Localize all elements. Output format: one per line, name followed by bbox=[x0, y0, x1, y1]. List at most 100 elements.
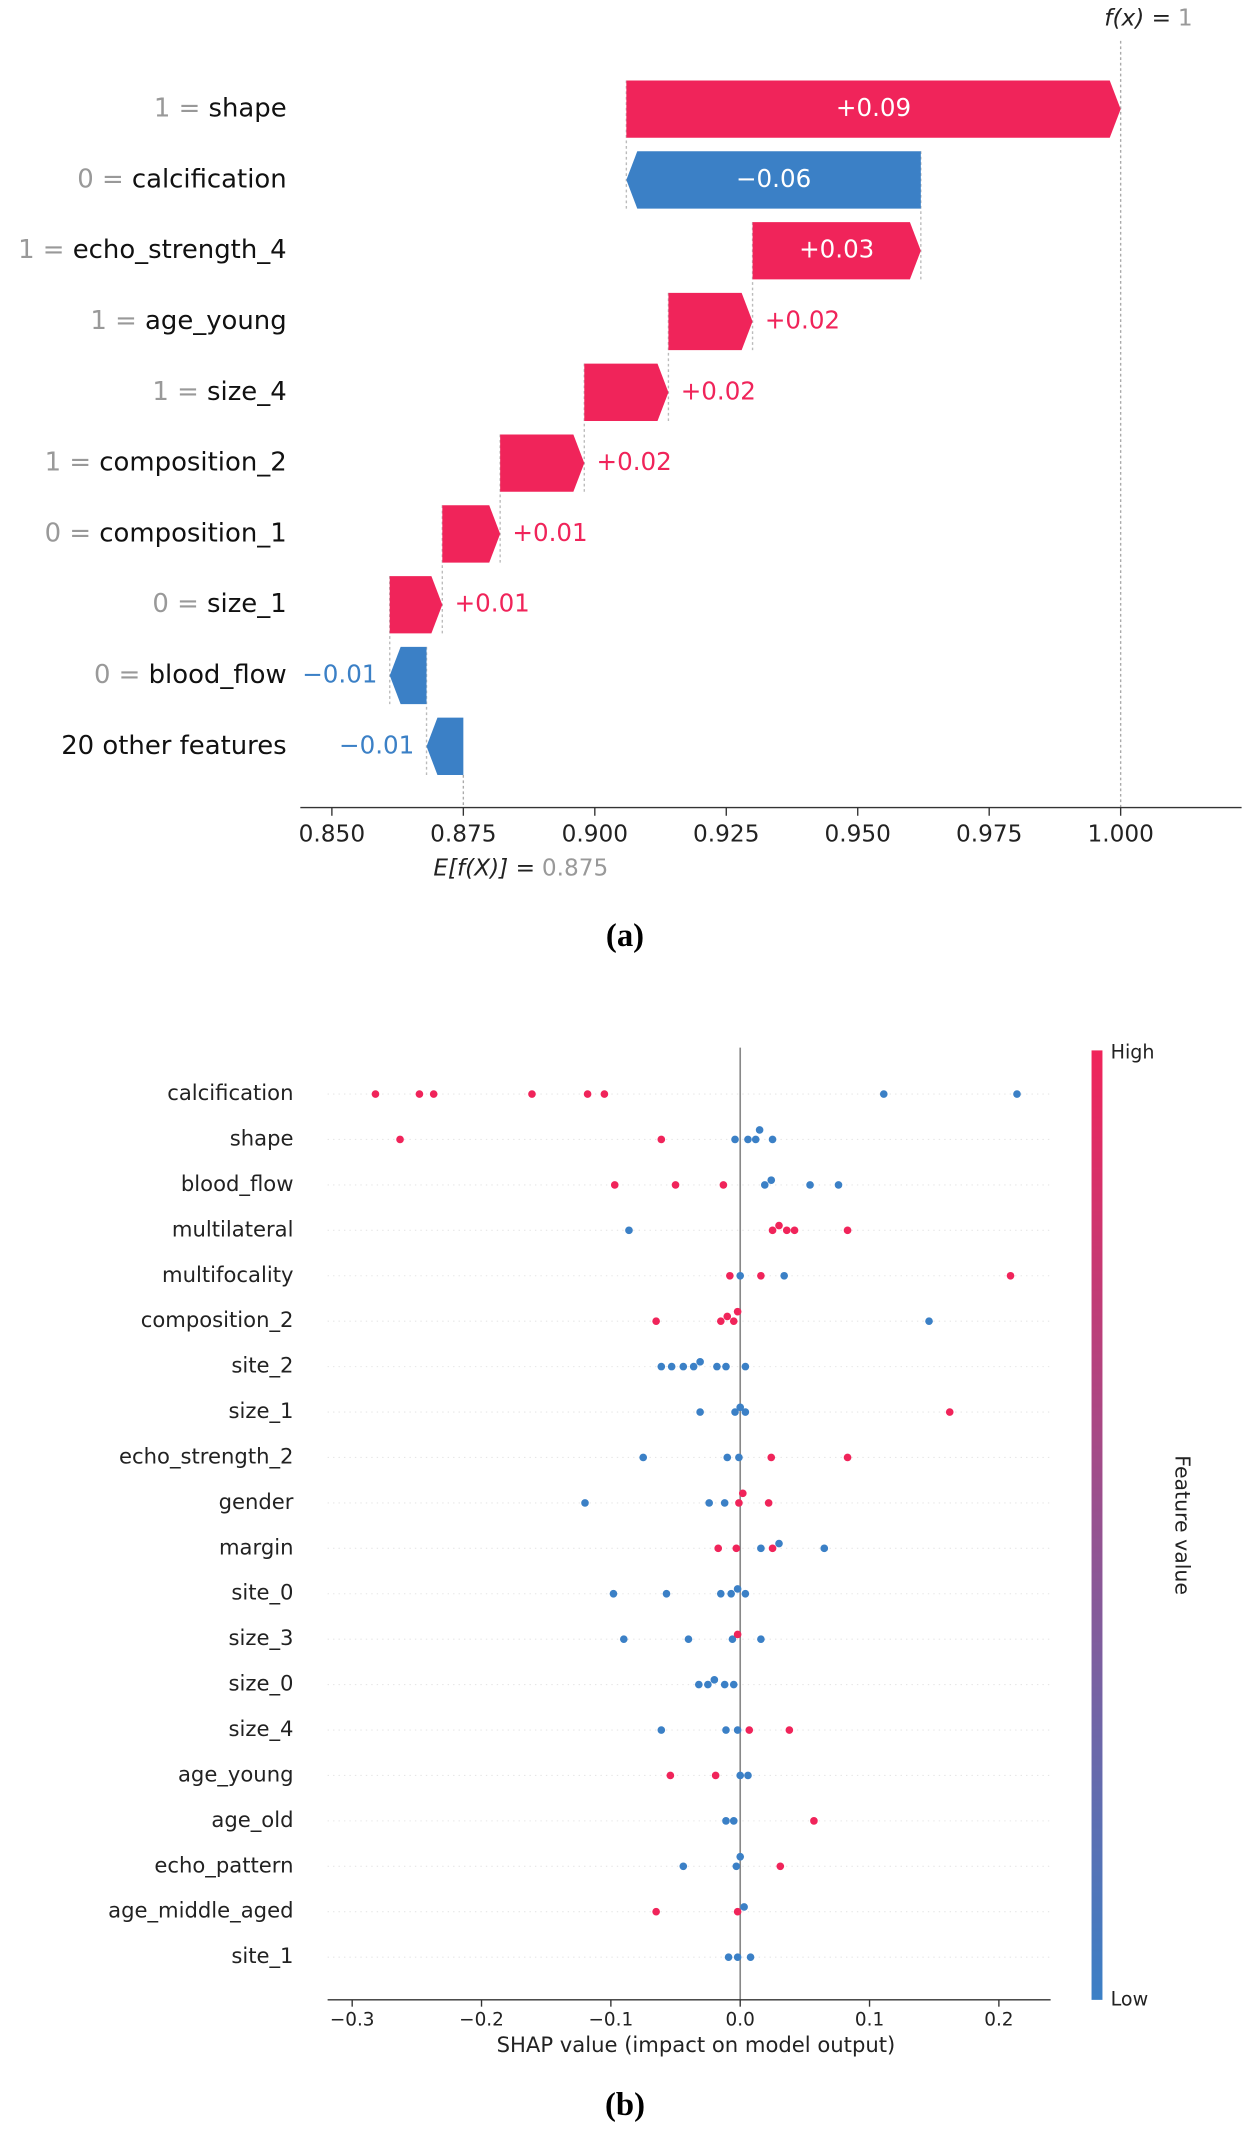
dot bbox=[723, 1453, 732, 1462]
dot bbox=[755, 1126, 764, 1134]
dot bbox=[925, 1317, 933, 1326]
feature-name: size_0 bbox=[229, 1671, 294, 1697]
colorbar-high: High bbox=[1111, 1041, 1155, 1064]
feature-name: age_middle_aged bbox=[108, 1898, 293, 1924]
value-label: +0.02 bbox=[597, 447, 672, 476]
dot bbox=[843, 1226, 852, 1235]
x-tick-label: 0.900 bbox=[562, 820, 628, 847]
feature-name: size_4 bbox=[207, 377, 287, 407]
dot bbox=[733, 1726, 742, 1734]
dot bbox=[768, 1544, 777, 1553]
feature-name: composition_2 bbox=[99, 448, 286, 478]
dot bbox=[666, 1771, 675, 1780]
dot bbox=[722, 1817, 730, 1825]
dot bbox=[610, 1181, 619, 1189]
dot bbox=[775, 1221, 783, 1230]
feature-name: composition_2 bbox=[141, 1307, 294, 1333]
x-axis-label: SHAP value (impact on model output) bbox=[497, 2032, 896, 2057]
dot bbox=[735, 1453, 743, 1462]
feature-name: 20 other features bbox=[61, 731, 286, 761]
dot bbox=[945, 1408, 954, 1416]
dot bbox=[583, 1090, 592, 1098]
bar bbox=[442, 505, 501, 563]
base-value: 0.875 bbox=[542, 854, 608, 881]
dot bbox=[671, 1181, 680, 1189]
dot bbox=[780, 1271, 788, 1280]
dot bbox=[657, 1726, 666, 1734]
dot bbox=[731, 1135, 739, 1144]
dot bbox=[528, 1090, 536, 1098]
dot bbox=[732, 1544, 741, 1553]
feature-name: composition_1 bbox=[99, 518, 286, 548]
dot bbox=[733, 1953, 742, 1961]
dot bbox=[727, 1589, 735, 1598]
value-label: −0.01 bbox=[339, 730, 414, 759]
feature-value: 0 = bbox=[45, 518, 91, 548]
dot bbox=[728, 1635, 737, 1643]
feature-name: calcification bbox=[167, 1080, 293, 1105]
dot bbox=[733, 1630, 742, 1639]
dot bbox=[722, 1362, 730, 1371]
feature-name: echo_strength_4 bbox=[73, 235, 287, 265]
dot bbox=[724, 1953, 733, 1961]
dot bbox=[729, 1680, 738, 1689]
feature-name: multifocality bbox=[162, 1262, 293, 1287]
feature-name: size_4 bbox=[229, 1716, 294, 1742]
bar bbox=[584, 363, 669, 421]
dot bbox=[679, 1862, 688, 1871]
dot bbox=[716, 1589, 725, 1598]
feature-name: size_1 bbox=[207, 589, 287, 619]
x-tick-label: −0.2 bbox=[459, 2009, 504, 2030]
dot bbox=[810, 1817, 818, 1825]
x-tick-label: 0.875 bbox=[430, 820, 496, 847]
dot bbox=[652, 1317, 660, 1326]
dot bbox=[657, 1135, 666, 1144]
dot bbox=[1013, 1090, 1021, 1098]
colorbar bbox=[1091, 1050, 1103, 2000]
dot bbox=[722, 1726, 730, 1734]
feature-name: shape bbox=[209, 94, 287, 124]
dot bbox=[716, 1317, 725, 1326]
dot bbox=[757, 1271, 765, 1280]
feature-value: 0 = bbox=[94, 660, 140, 690]
dot bbox=[767, 1453, 776, 1462]
dot bbox=[775, 1539, 783, 1548]
value-label: +0.01 bbox=[512, 518, 587, 547]
dot bbox=[744, 1771, 752, 1780]
feature-value: 1 = bbox=[154, 94, 200, 124]
dot bbox=[776, 1862, 785, 1871]
colorbar-low: Low bbox=[1111, 1987, 1149, 2010]
dot bbox=[745, 1726, 754, 1734]
feature-value: 1 = bbox=[90, 306, 136, 336]
feature-name: site_2 bbox=[231, 1353, 293, 1379]
dot bbox=[751, 1135, 760, 1144]
dot bbox=[662, 1589, 671, 1598]
bar bbox=[626, 151, 921, 209]
x-tick-label: 0.0 bbox=[726, 2009, 755, 2030]
feature-name: echo_strength_2 bbox=[119, 1443, 293, 1469]
feature-name: blood_flow bbox=[149, 660, 287, 690]
dot bbox=[696, 1408, 704, 1416]
dot bbox=[757, 1635, 765, 1643]
feature-name: echo_pattern bbox=[154, 1852, 293, 1878]
dot bbox=[705, 1499, 713, 1507]
dot bbox=[733, 1907, 742, 1916]
caption: (a) bbox=[606, 918, 644, 954]
dot bbox=[713, 1362, 721, 1371]
dot bbox=[667, 1362, 676, 1371]
colorbar-label: Feature value bbox=[1171, 1455, 1195, 1595]
dot bbox=[741, 1589, 750, 1598]
dot bbox=[733, 1585, 742, 1593]
x-tick-label: 0.850 bbox=[299, 820, 365, 847]
feature-name: blood_flow bbox=[181, 1171, 294, 1197]
dot bbox=[600, 1090, 609, 1098]
dot bbox=[879, 1090, 888, 1098]
dot bbox=[760, 1181, 769, 1189]
dot bbox=[733, 1307, 742, 1316]
value-label: −0.01 bbox=[302, 660, 377, 689]
bar bbox=[389, 646, 427, 705]
dot bbox=[723, 1312, 732, 1321]
dot bbox=[619, 1635, 628, 1643]
feature-value: 1 = bbox=[18, 235, 64, 265]
